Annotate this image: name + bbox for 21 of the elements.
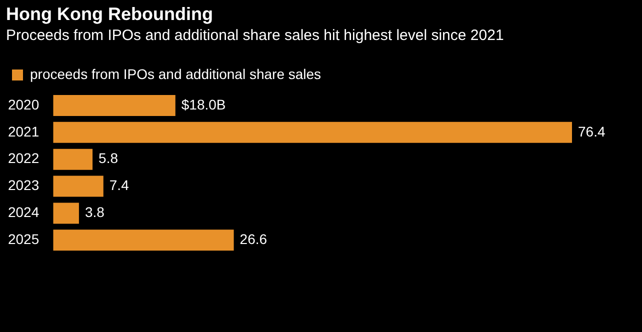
chart-title: Hong Kong Rebounding bbox=[6, 4, 213, 25]
y-tick-label: 2024 bbox=[8, 204, 40, 220]
legend-label: proceeds from IPOs and additional share sales bbox=[30, 66, 322, 82]
bar bbox=[53, 176, 104, 197]
y-tick-label: 2020 bbox=[8, 96, 40, 112]
bar bbox=[53, 148, 93, 170]
bar bbox=[53, 230, 234, 251]
chart-subtitle: Proceeds from IPOs and additional share sales hit highest level since 2021 bbox=[6, 27, 504, 44]
data-label: 7.4 bbox=[109, 177, 130, 194]
data-label: 26.6 bbox=[240, 230, 268, 247]
y-tick-label: 2025 bbox=[8, 230, 40, 247]
bar bbox=[53, 122, 572, 143]
data-label: $18.0B bbox=[181, 96, 226, 112]
data-label: 3.8 bbox=[84, 204, 105, 220]
y-tick-label: 2022 bbox=[8, 150, 40, 166]
bar bbox=[53, 94, 176, 116]
y-tick-label: 2021 bbox=[8, 123, 40, 140]
bar bbox=[53, 202, 79, 224]
data-label: 76.4 bbox=[578, 123, 606, 140]
data-label: 5.8 bbox=[98, 150, 118, 166]
y-tick-label: 2023 bbox=[8, 177, 40, 194]
